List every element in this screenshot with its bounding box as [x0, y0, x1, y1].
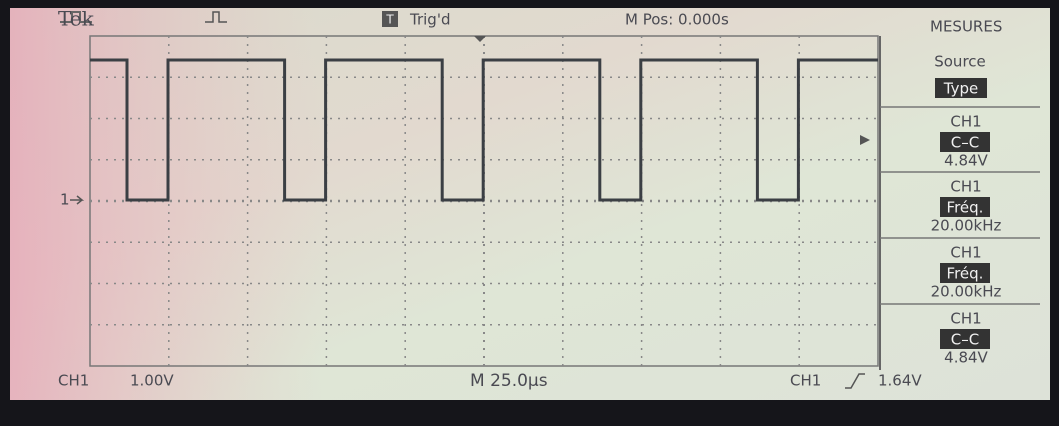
trigger-slope [845, 373, 865, 389]
menu-value: 20.00kHz [931, 283, 1002, 301]
trigger-icon-box [382, 11, 398, 27]
ground-arrow [70, 195, 85, 205]
footer-trigger-level: 1.64V [878, 372, 922, 390]
menu-source-label: Source [934, 53, 986, 71]
menu: SourceTypeCH1C–C4.84VCH1Fréq.20.00kHzCH1… [879, 36, 1040, 370]
menu-source-box [935, 78, 987, 98]
brand-underline [60, 11, 92, 23]
footer-trigger-channel: CH1 [790, 372, 821, 390]
menu-channel: CH1 [950, 178, 981, 196]
trigger-icon: T [385, 13, 394, 27]
menu-channel: CH1 [950, 310, 981, 328]
menu-measure: Fréq. [947, 199, 984, 217]
footer-scale: 1.00V [130, 372, 174, 390]
menu-value: 4.84V [944, 152, 988, 170]
menu-title: MESURES [930, 18, 1002, 36]
brand: Tek [58, 7, 95, 31]
menu-measure-box [940, 197, 990, 217]
footer-channel: CH1 [58, 372, 89, 390]
ground-marker: 1 [60, 191, 70, 209]
trigger-level-marker [860, 135, 870, 145]
position: M Pos: 0.000s [625, 11, 729, 29]
footer-timebase: M 25.0µs [470, 371, 548, 391]
menu-channel: CH1 [950, 113, 981, 131]
menu-measure: C–C [951, 134, 979, 152]
menu-value: 20.00kHz [931, 217, 1002, 235]
menu-channel: CH1 [950, 244, 981, 262]
waveform [90, 58, 878, 202]
menu-measure-box [940, 132, 990, 152]
acquire-icon [205, 11, 227, 23]
menu-measure: Fréq. [947, 265, 984, 283]
menu-value: 4.84V [944, 349, 988, 367]
screen-tint [10, 8, 1050, 400]
menu-measure: C–C [951, 331, 979, 349]
menu-source-value: Type [943, 80, 978, 98]
menu-measure-box [940, 263, 990, 283]
menu-measure-box [940, 329, 990, 349]
trigger-status: Trig'd [409, 11, 450, 29]
trigger-position [474, 36, 486, 42]
